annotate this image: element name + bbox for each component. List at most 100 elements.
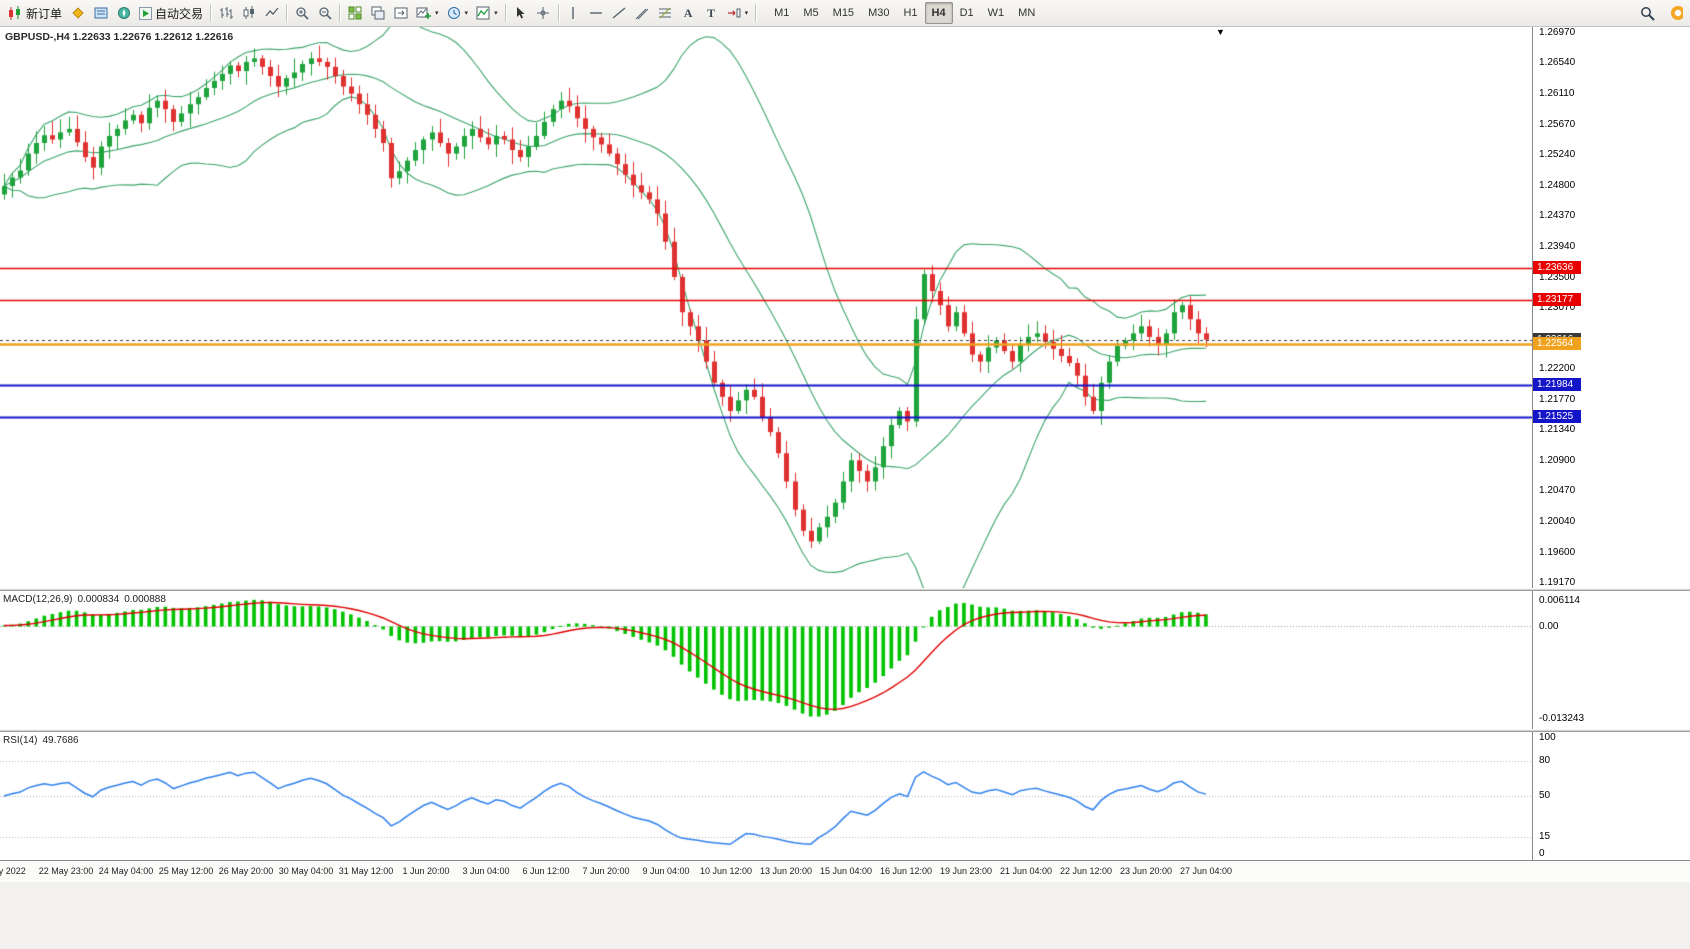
fibonacci-tool-button[interactable]: [654, 2, 677, 24]
time-axis-label: May 2022: [0, 866, 26, 876]
indicators-button[interactable]: ▾: [472, 2, 502, 24]
zoom-in-button[interactable]: [290, 2, 313, 24]
app-logo-button[interactable]: [1661, 2, 1687, 24]
timeframe-m15-button[interactable]: M15: [832, 7, 855, 19]
dropdown-caret-icon: ▾: [464, 10, 469, 17]
time-axis-label: 22 May 23:00: [38, 866, 94, 876]
timeframe-group: M1 M5 M15 M30 H1 H4 D1 W1 MN: [767, 2, 1042, 24]
vertical-line-tool-button[interactable]: [562, 2, 585, 24]
tile-windows-button[interactable]: [343, 2, 366, 24]
auto-trading-button-label: 自动交易: [155, 6, 204, 21]
fibo-icon: [658, 6, 672, 20]
macd-value-main: 0.000834: [77, 594, 120, 605]
rsi-indicator-name: RSI(14): [3, 735, 38, 746]
rsi-canvas[interactable]: [0, 732, 1532, 860]
arrows-tool-button[interactable]: ▾: [723, 2, 753, 24]
macd-axis: 0.006114 0.00 -0.013243: [1532, 591, 1690, 729]
time-axis-label: 1 Jun 20:00: [402, 866, 450, 876]
diamond-icon: [71, 6, 85, 20]
price-axis-label: 1.19170: [1539, 577, 1576, 588]
price-tag: 1.23636: [1533, 261, 1581, 275]
timeframe-m30-button[interactable]: M30: [868, 7, 890, 19]
macd-panel: MACD(12,26,9) 0.000834 0.000888 0.006114…: [0, 591, 1690, 729]
label-tool-button[interactable]: T: [700, 2, 723, 24]
timeframe-mn-button[interactable]: MN: [1018, 7, 1036, 19]
price-axis-label: 1.19600: [1539, 546, 1576, 558]
timeframe-m1-button[interactable]: M1: [774, 7, 790, 19]
line-icon: [265, 6, 279, 20]
cascade-windows-button[interactable]: [366, 2, 389, 24]
crosshair-icon: [536, 6, 550, 20]
price-tag: 1.21984: [1533, 377, 1581, 391]
macd-value-signal: 0.000888: [124, 594, 166, 605]
price-tag: 1.22564: [1533, 336, 1581, 350]
grid-icon: [348, 6, 362, 20]
price-axis-label: 1.26970: [1539, 27, 1576, 38]
timeframe-d1-button[interactable]: D1: [959, 7, 974, 19]
time-axis-label: 25 May 12:00: [158, 866, 214, 876]
macd-label: MACD(12,26,9) 0.000834 0.000888: [3, 594, 166, 605]
channel-icon: [635, 6, 649, 20]
macd-axis-label: -0.013243: [1539, 713, 1585, 724]
new-order-button-label: 新订单: [26, 6, 63, 21]
time-axis-label: 16 Jun 12:00: [879, 866, 933, 876]
timeframe-h4-button[interactable]: H4: [924, 2, 953, 24]
chart-plus-icon: [416, 6, 432, 20]
search-button[interactable]: [1636, 2, 1659, 24]
timeframe-w1-button[interactable]: W1: [987, 7, 1005, 19]
main-chart-panel: GBPUSD-,H4 1.22633 1.22676 1.22612 1.226…: [0, 27, 1690, 588]
auto-trading-button[interactable]: 自动交易: [135, 2, 207, 24]
trendline-icon: [612, 6, 626, 20]
chart-shift-button[interactable]: [389, 2, 412, 24]
macd-canvas[interactable]: [0, 591, 1532, 729]
timeframe-h1-button[interactable]: H1: [903, 7, 918, 19]
indicator-icon: [476, 6, 490, 20]
time-axis-label: 27 Jun 04:00: [1179, 866, 1233, 876]
rsi-axis-label: 50: [1539, 790, 1551, 801]
bottom-strip: [0, 882, 1690, 949]
price-axis-label: 1.23500: [1539, 271, 1576, 283]
zoom-out-icon: [318, 6, 332, 20]
candlestick-chart-button[interactable]: [237, 2, 260, 24]
cursor-tool-button[interactable]: [509, 2, 532, 24]
panel-splitter[interactable]: [0, 588, 1690, 591]
cursor-icon: [514, 6, 527, 20]
arrange-icon: [371, 6, 385, 20]
rsi-label: RSI(14) 49.7686: [3, 735, 79, 746]
price-axis-label: 1.26540: [1539, 57, 1576, 69]
navigator-button[interactable]: [112, 2, 135, 24]
line-chart-button[interactable]: [260, 2, 283, 24]
timeframe-m5-button[interactable]: M5: [803, 7, 819, 19]
time-axis-label: 24 May 04:00: [98, 866, 154, 876]
price-chart-canvas[interactable]: [0, 27, 1532, 588]
new-chart-button[interactable]: ▾: [412, 2, 443, 24]
trendline-tool-button[interactable]: [608, 2, 631, 24]
crosshair-tool-button[interactable]: [532, 2, 555, 24]
toolbar-separator: [286, 4, 288, 22]
price-axis-label: 1.26110: [1539, 87, 1575, 99]
hline-icon: [589, 6, 603, 20]
price-axis-label: 1.20470: [1539, 485, 1576, 497]
time-axis-label: 9 Jun 04:00: [642, 866, 690, 876]
market-watch-button[interactable]: [89, 2, 112, 24]
favorites-button[interactable]: [66, 2, 89, 24]
text-tool-button[interactable]: A: [677, 2, 700, 24]
time-axis-label: 21 Jun 04:00: [999, 866, 1053, 876]
panel-splitter[interactable]: [0, 729, 1690, 732]
new-order-button[interactable]: 新订单: [3, 2, 66, 24]
bar-chart-button[interactable]: [214, 2, 237, 24]
price-axis-label: 1.25670: [1539, 118, 1576, 130]
time-axis-label: 15 Jun 04:00: [819, 866, 873, 876]
time-axis-label: 26 May 20:00: [218, 866, 274, 876]
rsi-axis: 100 80 50 15 0: [1532, 732, 1690, 860]
bars-icon: [219, 6, 233, 20]
search-icon: [1640, 6, 1655, 21]
zoom-out-button[interactable]: [313, 2, 336, 24]
time-axis[interactable]: May 2022 22 May 23:00 24 May 04:00 25 May 1…: [0, 860, 1690, 882]
shapes-icon: [727, 6, 741, 20]
chart-shift-marker-icon[interactable]: ▼: [1216, 27, 1225, 37]
channel-tool-button[interactable]: [631, 2, 654, 24]
profiles-button[interactable]: ▾: [443, 2, 473, 24]
horizontal-line-tool-button[interactable]: [585, 2, 608, 24]
